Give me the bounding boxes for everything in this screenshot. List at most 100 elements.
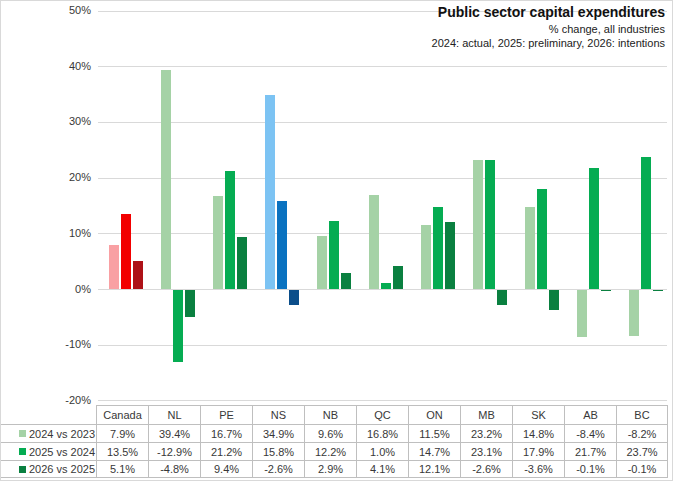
table-cell: 34.9% <box>252 424 304 442</box>
y-gridline <box>98 178 667 179</box>
y-axis-label: 50% <box>33 4 91 16</box>
table-cell: 23.1% <box>460 442 512 460</box>
table-cell: 11.5% <box>408 424 460 442</box>
chart-title: Public sector capital expenditures <box>432 4 665 20</box>
table-cell: 1.0% <box>356 442 408 460</box>
y-axis-label: 0% <box>33 283 91 295</box>
bar-sk-2024-vs-2023 <box>525 207 535 289</box>
table-cell: 15.8% <box>252 442 304 460</box>
bar-qc-2024-vs-2023 <box>369 195 379 289</box>
chart-subtitle: % change, all industries <box>432 23 665 35</box>
table-cell: 9.6% <box>304 424 356 442</box>
table-header-nb: NB <box>304 405 356 424</box>
table-header-qc: QC <box>356 405 408 424</box>
bar-ab-2026-vs-2025 <box>601 290 611 291</box>
chart-container: Public sector capital expenditures % cha… <box>0 0 673 481</box>
chart-note: 2024: actual, 2025: preliminary, 2026: i… <box>432 37 665 49</box>
bar-ns-2026-vs-2025 <box>289 290 299 305</box>
bar-ns-2025-vs-2024 <box>277 201 287 289</box>
table-cell: 2.9% <box>304 460 356 478</box>
series-label: 2025 vs 2024 <box>29 446 95 458</box>
y-gridline <box>98 400 667 401</box>
series-label-cell: 2025 vs 2024 <box>1 442 96 460</box>
table-cell: 17.9% <box>512 442 564 460</box>
bar-qc-2026-vs-2025 <box>393 266 403 289</box>
y-axis-label: 40% <box>33 60 91 72</box>
bar-ns-2024-vs-2023 <box>265 95 275 289</box>
series-label: 2024 vs 2023 <box>29 428 95 440</box>
table-cell: 23.7% <box>616 442 668 460</box>
table-cell: -2.6% <box>460 460 512 478</box>
table-header-mb: MB <box>460 405 512 424</box>
bar-mb-2026-vs-2025 <box>497 290 507 305</box>
table-cell: 23.2% <box>460 424 512 442</box>
table-cell: 9.4% <box>200 460 252 478</box>
bar-bc-2025-vs-2024 <box>641 157 651 289</box>
y-gridline <box>98 345 667 346</box>
bar-nb-2025-vs-2024 <box>329 221 339 289</box>
table-cell: 14.8% <box>512 424 564 442</box>
y-axis-label: 20% <box>33 171 91 183</box>
table-cell: -0.1% <box>564 460 616 478</box>
bar-nb-2026-vs-2025 <box>341 273 351 289</box>
table-cell: 12.1% <box>408 460 460 478</box>
table-cell: 16.8% <box>356 424 408 442</box>
y-axis-label: 30% <box>33 115 91 127</box>
table-header-ab: AB <box>564 405 616 424</box>
series-label-cell: 2026 vs 2025 <box>1 460 96 478</box>
chart-header: Public sector capital expenditures % cha… <box>432 4 665 49</box>
table-cell: 12.2% <box>304 442 356 460</box>
series-label-cell: 2024 vs 2023 <box>1 424 96 442</box>
data-table: CanadaNLPENSNBQCONMBSKABBC2024 vs 20237.… <box>1 405 668 478</box>
table-header-nl: NL <box>148 405 200 424</box>
table-cell: 5.1% <box>96 460 148 478</box>
table-cell: 13.5% <box>96 442 148 460</box>
bar-bc-2026-vs-2025 <box>653 290 663 291</box>
table-cell: 7.9% <box>96 424 148 442</box>
bar-on-2025-vs-2024 <box>433 207 443 289</box>
bar-on-2024-vs-2023 <box>421 225 431 289</box>
bar-sk-2025-vs-2024 <box>537 189 547 289</box>
table-header-ns: NS <box>252 405 304 424</box>
y-gridline <box>98 122 667 123</box>
table-header-canada: Canada <box>96 405 148 424</box>
bar-qc-2025-vs-2024 <box>381 283 391 289</box>
table-cell: 14.7% <box>408 442 460 460</box>
bar-canada-2026-vs-2025 <box>133 261 143 289</box>
table-cell: -3.6% <box>512 460 564 478</box>
table-cell: -8.2% <box>616 424 668 442</box>
table-header-bc: BC <box>616 405 668 424</box>
table-cell: 21.7% <box>564 442 616 460</box>
bar-mb-2025-vs-2024 <box>485 160 495 289</box>
table-cell: 4.1% <box>356 460 408 478</box>
bar-on-2026-vs-2025 <box>445 222 455 289</box>
bar-nb-2024-vs-2023 <box>317 236 327 290</box>
table-cell: -12.9% <box>148 442 200 460</box>
bar-canada-2025-vs-2024 <box>121 214 131 289</box>
bar-nl-2024-vs-2023 <box>161 70 171 290</box>
bar-bc-2024-vs-2023 <box>629 290 639 336</box>
bar-nl-2026-vs-2025 <box>185 290 195 317</box>
table-cell: -2.6% <box>252 460 304 478</box>
table-cell: 39.4% <box>148 424 200 442</box>
bar-ab-2024-vs-2023 <box>577 290 587 337</box>
table-corner-cell <box>1 405 96 424</box>
table-cell: -0.1% <box>616 460 668 478</box>
bar-pe-2025-vs-2024 <box>225 171 235 289</box>
series-label: 2026 vs 2025 <box>29 463 95 475</box>
y-gridline <box>98 233 667 234</box>
y-gridline <box>98 66 667 67</box>
table-header-pe: PE <box>200 405 252 424</box>
y-axis-label: -10% <box>33 338 91 350</box>
bar-pe-2024-vs-2023 <box>213 196 223 289</box>
bar-nl-2025-vs-2024 <box>173 290 183 362</box>
legend-swatch <box>19 430 26 437</box>
bar-canada-2024-vs-2023 <box>109 245 119 289</box>
table-cell: 16.7% <box>200 424 252 442</box>
table-cell: 21.2% <box>200 442 252 460</box>
y-axis-label: 10% <box>33 227 91 239</box>
table-cell: -4.8% <box>148 460 200 478</box>
bar-mb-2024-vs-2023 <box>473 160 483 289</box>
table-cell: -8.4% <box>564 424 616 442</box>
bar-sk-2026-vs-2025 <box>549 290 559 310</box>
